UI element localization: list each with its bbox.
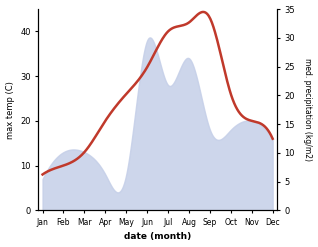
Y-axis label: med. precipitation (kg/m2): med. precipitation (kg/m2) — [303, 58, 313, 161]
Y-axis label: max temp (C): max temp (C) — [5, 81, 15, 139]
X-axis label: date (month): date (month) — [124, 232, 191, 242]
